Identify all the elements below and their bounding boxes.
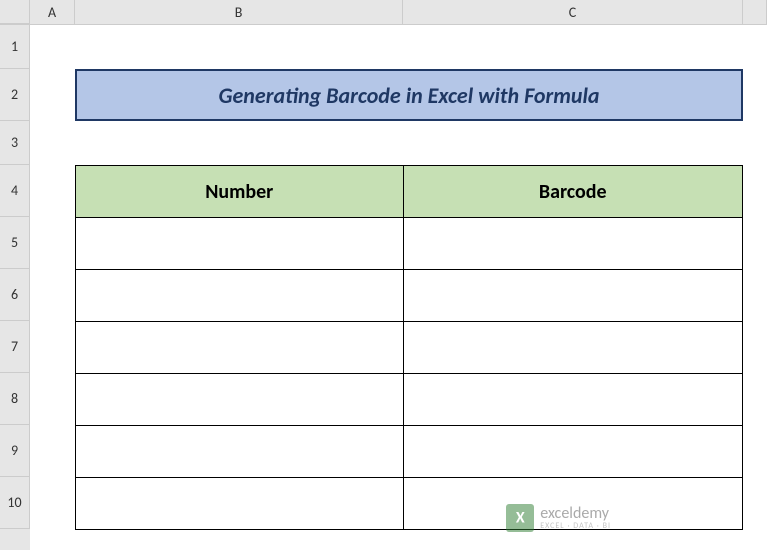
data-table: Number Barcode [75,165,743,530]
row-header-7[interactable]: 7 [0,321,30,373]
cell-number[interactable] [76,218,404,270]
column-header-a[interactable]: A [30,0,75,24]
cell-number[interactable] [76,426,404,478]
excel-icon [506,504,534,532]
watermark-tagline: EXCEL · DATA · BI [540,522,611,530]
cell-barcode[interactable] [403,374,743,426]
row-header-6[interactable]: 6 [0,269,30,321]
cell-barcode[interactable] [403,426,743,478]
watermark: exceldemy EXCEL · DATA · BI [506,504,611,532]
row-header-8[interactable]: 8 [0,373,30,425]
column-header-b[interactable]: B [75,0,403,24]
row-header-5[interactable]: 5 [0,217,30,269]
cell-barcode[interactable] [403,270,743,322]
cell-number[interactable] [76,270,404,322]
watermark-brand: exceldemy [540,506,611,522]
watermark-text: exceldemy EXCEL · DATA · BI [540,506,611,530]
spreadsheet: A B C 1 2 3 4 5 6 7 8 9 10 Generating Ba… [0,0,767,550]
row-header-1[interactable]: 1 [0,25,30,69]
title-banner[interactable]: Generating Barcode in Excel with Formula [75,69,743,121]
row-header-4[interactable]: 4 [0,165,30,217]
row-header-2[interactable]: 2 [0,69,30,121]
column-header-c[interactable]: C [403,0,743,24]
select-all-corner[interactable] [0,0,30,24]
table-row [76,218,743,270]
table-row [76,322,743,374]
table-row [76,478,743,530]
column-headers-row: A B C [0,0,767,25]
table-row [76,270,743,322]
cell-number[interactable] [76,374,404,426]
table-header-number[interactable]: Number [76,166,404,218]
body-area: 1 2 3 4 5 6 7 8 9 10 Generating Barcode … [0,25,767,550]
cell-number[interactable] [76,322,404,374]
cells-area[interactable]: Generating Barcode in Excel with Formula… [30,25,767,550]
row-header-9[interactable]: 9 [0,425,30,477]
table-row [76,426,743,478]
column-header-d[interactable] [743,0,767,24]
cell-barcode[interactable] [403,322,743,374]
row-headers: 1 2 3 4 5 6 7 8 9 10 [0,25,30,550]
table-header-row: Number Barcode [76,166,743,218]
cell-number[interactable] [76,478,404,530]
cell-barcode[interactable] [403,218,743,270]
table-row [76,374,743,426]
table-header-barcode[interactable]: Barcode [403,166,743,218]
row-header-3[interactable]: 3 [0,121,30,165]
row-header-10[interactable]: 10 [0,477,30,529]
